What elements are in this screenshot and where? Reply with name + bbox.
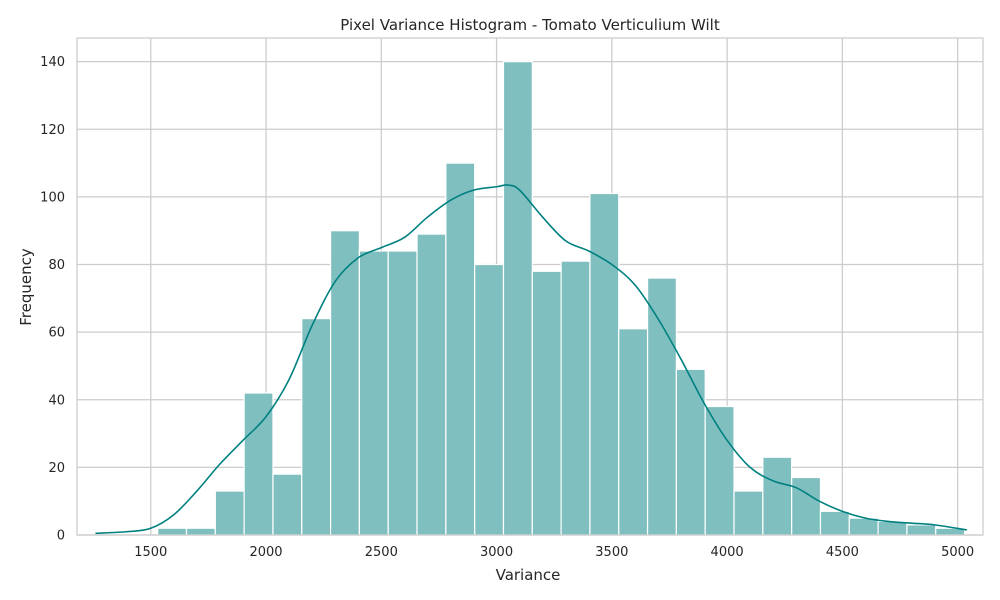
histogram-bar: [906, 524, 937, 536]
histogram-bar: [646, 277, 677, 536]
histogram-bar: [272, 473, 303, 536]
histogram-bar: [416, 233, 447, 536]
plot-frame: [76, 37, 984, 536]
y-tick-label: 100: [40, 190, 65, 205]
histogram-bar: [675, 368, 706, 536]
histogram-bar: [387, 250, 418, 536]
y-tick-label: 40: [48, 393, 65, 408]
histogram-bar: [358, 250, 389, 536]
histogram-bar: [531, 270, 562, 536]
y-tick-label: 120: [40, 123, 65, 138]
x-tick-label: 5000: [941, 545, 974, 560]
histogram-bar: [157, 527, 188, 536]
y-tick-labels: 0 20 40 60 80 100 120 140: [40, 55, 65, 543]
histogram-bar: [243, 392, 274, 536]
histogram-bar: [877, 520, 908, 536]
x-tick-label: 2000: [249, 545, 282, 560]
histogram-bar: [502, 61, 533, 536]
x-axis-label: Variance: [496, 566, 561, 584]
x-tick-label: 3500: [595, 545, 628, 560]
histogram-bar: [214, 490, 245, 536]
y-tick-label: 80: [48, 258, 65, 273]
y-axis-label: Frequency: [17, 248, 35, 326]
histogram-bar: [704, 405, 735, 536]
x-tick-label: 4000: [711, 545, 744, 560]
x-tick-label: 4500: [826, 545, 859, 560]
chart-title: Pixel Variance Histogram - Tomato Vertic…: [340, 16, 720, 34]
x-tick-labels: 1500 2000 2500 3000 3500 4000 4500 5000: [134, 545, 974, 560]
kde-curve: [95, 184, 967, 535]
histogram-bar: [848, 517, 879, 536]
histogram-bar: [589, 192, 620, 536]
histogram-bar: [819, 510, 850, 536]
histogram-bar: [301, 318, 332, 536]
histogram-bar: [185, 527, 216, 536]
histogram-bar: [618, 328, 649, 536]
histogram-bars: [157, 61, 966, 536]
histogram-bar: [733, 490, 764, 536]
y-tick-label: 140: [40, 55, 65, 70]
histogram-bar: [445, 162, 476, 536]
x-tick-label: 2500: [365, 545, 398, 560]
y-tick-label: 20: [48, 461, 65, 476]
x-tick-label: 1500: [134, 545, 167, 560]
histogram-bar: [474, 263, 505, 536]
x-tick-label: 3000: [480, 545, 513, 560]
histogram-bar: [329, 230, 361, 536]
histogram-bar: [762, 456, 793, 536]
histogram-bar: [560, 260, 591, 536]
histogram-bar: [791, 476, 822, 536]
y-tick-label: 60: [48, 326, 65, 341]
y-tick-label: 0: [57, 529, 65, 544]
